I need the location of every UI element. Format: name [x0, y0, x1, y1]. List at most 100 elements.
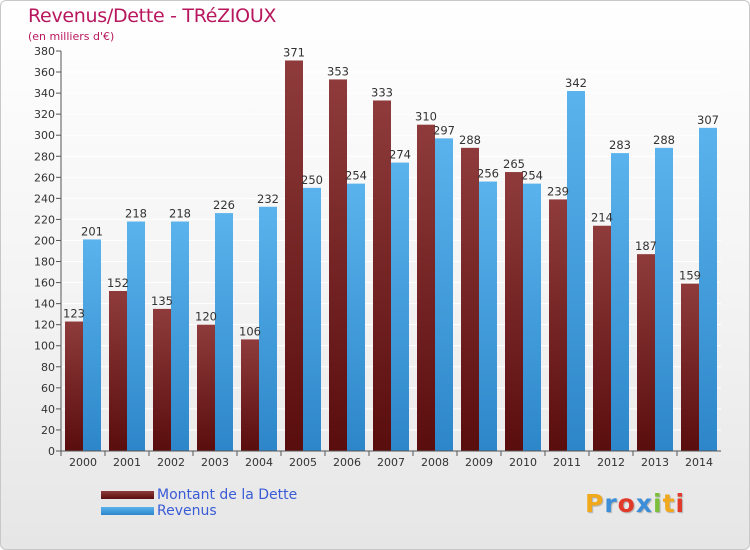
- data-label-revenus: 218: [169, 207, 191, 221]
- x-tick-label: 2009: [465, 456, 493, 469]
- y-tick-label: 340: [34, 87, 55, 100]
- data-label-dette: 135: [151, 294, 173, 308]
- y-tick-label: 40: [41, 403, 55, 416]
- y-tick-label: 260: [34, 171, 55, 184]
- bar-revenus: [127, 221, 145, 451]
- bar-revenus: [479, 181, 497, 452]
- x-tick-label: 2004: [245, 456, 273, 469]
- chart-subtitle: (en milliers d'€): [28, 30, 115, 43]
- x-tick-label: 2005: [289, 456, 317, 469]
- y-tick-label: 240: [34, 192, 55, 205]
- data-label-revenus: 254: [345, 169, 367, 183]
- x-tick-label: 2012: [597, 456, 625, 469]
- bar-revenus: [303, 187, 321, 451]
- legend-swatch-revenus: [101, 507, 154, 515]
- data-label-revenus: 342: [565, 76, 587, 90]
- logo-letter: t: [662, 489, 676, 518]
- logo-letter: o: [617, 489, 636, 518]
- bar-dette: [417, 124, 435, 452]
- bar-revenus: [611, 153, 629, 451]
- bar-dette: [593, 225, 611, 451]
- bar-dette: [637, 254, 655, 451]
- data-label-dette: 265: [503, 157, 525, 171]
- data-label-revenus: 256: [477, 167, 499, 181]
- data-label-revenus: 283: [609, 138, 631, 152]
- bar-revenus: [215, 213, 233, 451]
- data-label-dette: 239: [547, 184, 569, 198]
- data-label-revenus: 232: [257, 192, 279, 206]
- chart-title: Revenus/Dette - TRéZIOUX: [28, 5, 277, 27]
- data-label-revenus: 201: [81, 224, 103, 238]
- data-label-revenus: 254: [521, 169, 543, 183]
- bar-dette: [329, 79, 347, 451]
- bar-revenus: [391, 162, 409, 451]
- data-label-revenus: 297: [433, 123, 455, 137]
- logo-letter: r: [604, 489, 618, 518]
- data-label-revenus: 307: [697, 113, 719, 127]
- x-tick-label: 2011: [553, 456, 581, 469]
- x-tick-label: 2007: [377, 456, 405, 469]
- bar-dette: [197, 324, 215, 451]
- legend-swatch-dette: [101, 491, 154, 499]
- x-tick-label: 2000: [69, 456, 97, 469]
- bar-revenus: [435, 138, 453, 452]
- x-tick-label: 2014: [685, 456, 713, 469]
- data-label-dette: 152: [107, 276, 129, 290]
- data-label-revenus: 274: [389, 148, 411, 162]
- data-label-dette: 333: [371, 85, 393, 99]
- x-tick-label: 2003: [201, 456, 229, 469]
- data-label-dette: 288: [459, 133, 481, 147]
- bar-revenus: [347, 183, 365, 451]
- data-label-dette: 214: [591, 211, 613, 225]
- bar-revenus: [171, 221, 189, 451]
- y-tick-label: 280: [34, 150, 55, 163]
- bar-dette: [285, 60, 303, 451]
- y-tick-label: 160: [34, 277, 55, 290]
- bar-dette: [461, 147, 479, 451]
- x-tick-label: 2013: [641, 456, 669, 469]
- bar-dette: [241, 339, 259, 451]
- bar-dette: [65, 321, 83, 451]
- x-tick-label: 2001: [113, 456, 141, 469]
- y-tick-label: 100: [34, 340, 55, 353]
- axes-layer: 0 20 40 60 80 100 120 140 160 180 200 220 240 260 280 3…: [34, 45, 721, 469]
- data-label-revenus: 218: [125, 207, 147, 221]
- legend-label-revenus: Revenus: [157, 503, 217, 519]
- y-tick-label: 180: [34, 256, 55, 269]
- y-tick-label: 200: [34, 234, 55, 247]
- x-tick-label: 2002: [157, 456, 185, 469]
- bar-dette: [549, 199, 567, 451]
- y-tick-label: 220: [34, 213, 55, 226]
- y-tick-label: 0: [48, 445, 55, 458]
- y-tick-label: 360: [34, 66, 55, 79]
- logo-letter: P: [585, 489, 605, 518]
- labels-layer: 123 201 152 218 135 218 120 226 106 232 371 250 353 2…: [63, 45, 719, 338]
- logo-letter: x: [635, 489, 653, 518]
- x-tick-label: 2008: [421, 456, 449, 469]
- bar-revenus: [83, 239, 101, 451]
- x-tick-label: 2010: [509, 456, 537, 469]
- data-label-dette: 123: [63, 307, 85, 321]
- data-label-dette: 353: [327, 64, 349, 78]
- bar-revenus: [523, 183, 541, 451]
- legend-label-dette: Montant de la Dette: [157, 487, 298, 503]
- bar-revenus: [655, 147, 673, 451]
- y-tick-label: 320: [34, 108, 55, 121]
- x-tick-label: 2006: [333, 456, 361, 469]
- logo-letter: i: [653, 489, 663, 518]
- y-tick-label: 380: [34, 45, 55, 58]
- data-label-dette: 120: [195, 310, 217, 324]
- y-tick-label: 60: [41, 382, 55, 395]
- data-label-dette: 187: [635, 239, 657, 253]
- bar-dette: [373, 100, 391, 451]
- y-tick-label: 80: [41, 361, 55, 374]
- data-label-dette: 371: [283, 45, 305, 59]
- bar-dette: [505, 172, 523, 452]
- data-label-revenus: 288: [653, 133, 675, 147]
- y-tick-label: 20: [41, 424, 55, 437]
- data-label-dette: 159: [679, 269, 701, 283]
- proxiti-logo: Proxiti: [585, 489, 685, 518]
- bar-dette: [109, 291, 127, 451]
- bar-revenus: [567, 91, 585, 451]
